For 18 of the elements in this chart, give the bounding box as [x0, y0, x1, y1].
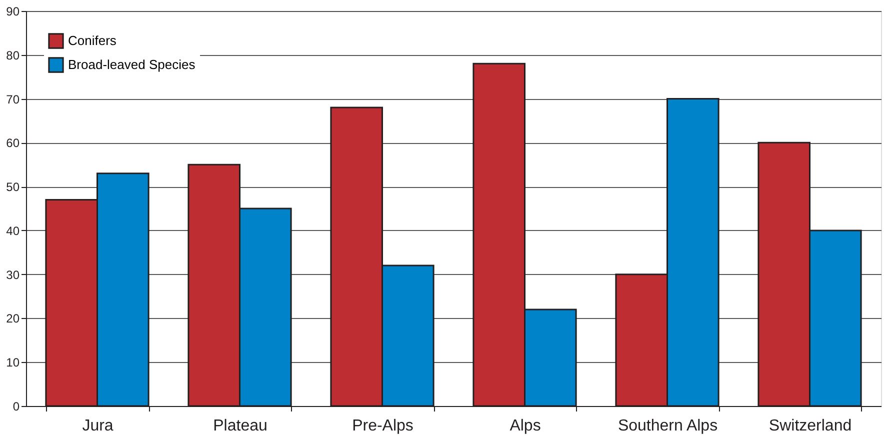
y-tick-label: 40	[6, 224, 20, 238]
y-tick-label: 70	[6, 92, 20, 106]
legend-label: Conifers	[68, 33, 117, 48]
legend-label: Broad-leaved Species	[68, 57, 196, 72]
y-tick-label: 60	[6, 136, 20, 150]
x-tick-label: Jura	[82, 418, 114, 434]
x-tick-label: Pre-Alps	[352, 418, 414, 434]
x-tick-label: Alps	[510, 418, 541, 434]
x-tick-label: Plateau	[213, 418, 268, 434]
y-tick-label: 20	[6, 312, 20, 326]
y-tick-label: 80	[6, 48, 20, 62]
y-tick-label: 90	[6, 4, 20, 18]
x-tick-label: Southern Alps	[618, 418, 718, 434]
y-tick-label: 10	[6, 356, 20, 370]
y-tick-label: 50	[6, 180, 20, 194]
y-tick-label: 0	[12, 400, 20, 414]
x-tick-label: Switzerland	[768, 418, 852, 434]
y-tick-label: 30	[6, 268, 20, 282]
